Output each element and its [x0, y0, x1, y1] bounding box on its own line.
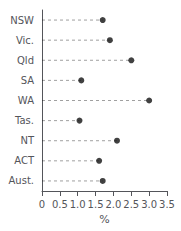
svg-text:Tas.: Tas.: [14, 115, 34, 126]
svg-text:0.5: 0.5: [52, 199, 68, 210]
svg-text:NT: NT: [20, 135, 34, 146]
svg-text:NSW: NSW: [10, 15, 34, 26]
svg-text:Aust.: Aust.: [9, 175, 35, 186]
svg-text:ACT: ACT: [14, 155, 35, 166]
svg-text:3.0: 3.0: [141, 199, 157, 210]
svg-text:Qld: Qld: [17, 55, 34, 66]
svg-text:3.5: 3.5: [159, 199, 175, 210]
svg-text:2.5: 2.5: [123, 199, 139, 210]
svg-text:SA: SA: [21, 75, 35, 86]
svg-text:1.5: 1.5: [88, 199, 104, 210]
svg-text:0: 0: [39, 199, 45, 210]
svg-text:WA: WA: [18, 95, 34, 106]
svg-text:2.0: 2.0: [105, 199, 121, 210]
svg-text:Vic.: Vic.: [16, 35, 34, 46]
svg-text:1.0: 1.0: [70, 199, 86, 210]
svg-text:%: %: [99, 213, 109, 226]
